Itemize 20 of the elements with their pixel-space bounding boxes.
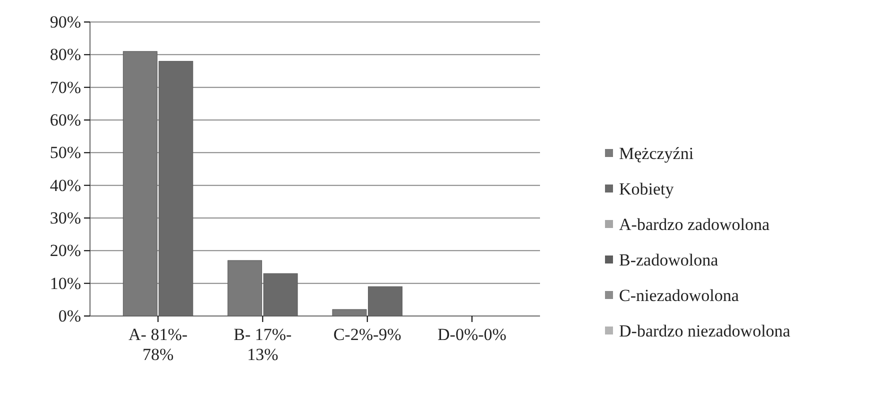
y-tick-label: 60% (50, 110, 81, 130)
y-tick-label: 20% (50, 241, 81, 260)
y-tick-label: 50% (50, 143, 81, 162)
y-tick-label: 90% (50, 12, 81, 32)
legend-label: D-bardzo niezadowolona (619, 322, 791, 340)
x-tick-label: D-0%-0% (438, 325, 506, 344)
y-tick-label: 0% (58, 306, 81, 326)
x-tick-label: B- 17%-13% (234, 325, 292, 364)
legend-label: Kobiety (619, 180, 674, 198)
y-tick-label: 10% (50, 274, 81, 293)
y-tick-label: 80% (50, 45, 81, 64)
y-tick-label: 40% (50, 176, 81, 195)
y-tick-label: 30% (50, 208, 81, 228)
y-tick-label: 70% (50, 78, 81, 97)
x-tick-label: C-2%-9% (333, 325, 402, 344)
x-tick-label: A- 81%-78% (128, 325, 188, 364)
legend-label: B-zadowolona (619, 250, 719, 270)
legend-label: Mężczyźni (619, 144, 694, 163)
legend-label: C-niezadowolona (619, 286, 740, 305)
legend-label: A-bardzo zadowolona (619, 215, 770, 234)
